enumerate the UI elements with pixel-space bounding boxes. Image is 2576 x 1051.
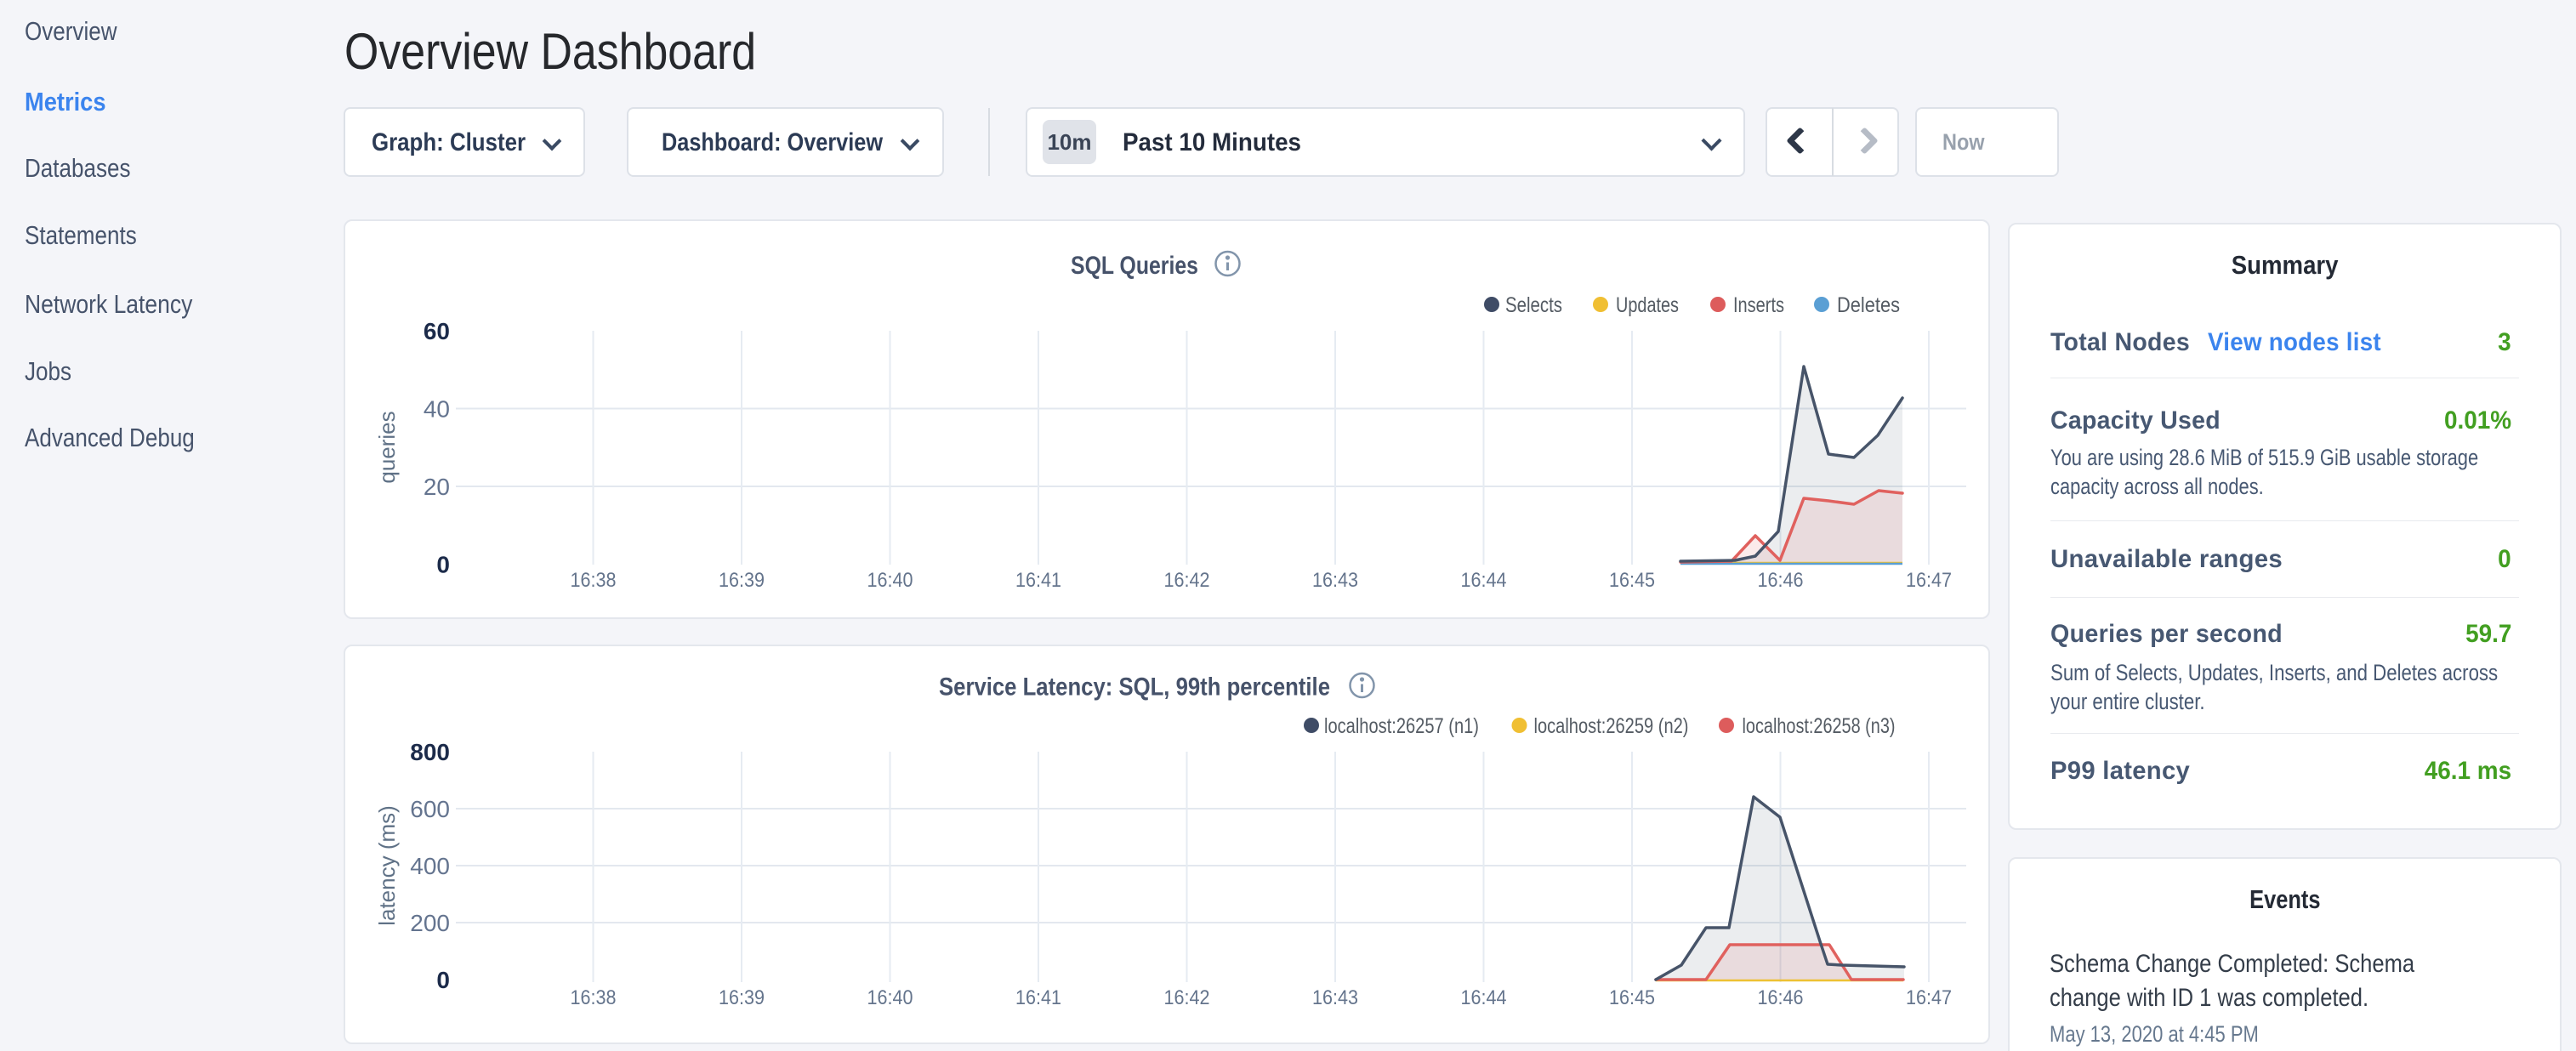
svg-text:16:44: 16:44	[1461, 986, 1507, 1009]
svg-text:Inserts: Inserts	[1733, 293, 1784, 317]
svg-text:600: 600	[410, 796, 450, 822]
svg-text:queries: queries	[374, 411, 400, 483]
svg-text:localhost:26257 (n1): localhost:26257 (n1)	[1324, 714, 1479, 738]
svg-text:16:39: 16:39	[719, 569, 765, 592]
svg-text:0: 0	[436, 967, 450, 993]
svg-text:16:45: 16:45	[1609, 569, 1655, 592]
svg-text:16:41: 16:41	[1015, 569, 1061, 592]
svg-text:60: 60	[424, 318, 450, 344]
svg-text:16:42: 16:42	[1164, 986, 1210, 1009]
svg-text:16:47: 16:47	[1906, 986, 1952, 1009]
svg-text:16:45: 16:45	[1609, 986, 1655, 1009]
svg-text:16:44: 16:44	[1461, 569, 1507, 592]
svg-text:Deletes: Deletes	[1837, 293, 1900, 317]
svg-text:0: 0	[436, 552, 450, 578]
svg-text:16:40: 16:40	[867, 986, 913, 1009]
svg-text:40: 40	[424, 396, 450, 423]
svg-text:16:43: 16:43	[1312, 986, 1358, 1009]
svg-text:16:38: 16:38	[571, 986, 617, 1009]
svg-text:SQL Queries: SQL Queries	[1071, 252, 1198, 280]
svg-text:400: 400	[410, 853, 450, 879]
svg-text:16:47: 16:47	[1906, 569, 1952, 592]
svg-text:Service Latency: SQL, 99th per: Service Latency: SQL, 99th percentile	[939, 673, 1330, 702]
svg-text:Updates: Updates	[1616, 293, 1679, 317]
svg-text:800: 800	[410, 739, 450, 765]
svg-text:16:46: 16:46	[1758, 986, 1804, 1009]
svg-text:16:41: 16:41	[1015, 986, 1061, 1009]
svg-text:localhost:26259 (n2): localhost:26259 (n2)	[1534, 714, 1689, 738]
svg-text:16:46: 16:46	[1758, 569, 1804, 592]
svg-text:16:42: 16:42	[1164, 569, 1210, 592]
svg-text:Selects: Selects	[1505, 293, 1562, 317]
svg-text:16:43: 16:43	[1312, 569, 1358, 592]
svg-text:16:38: 16:38	[571, 569, 617, 592]
svg-text:latency (ms): latency (ms)	[374, 805, 400, 926]
svg-text:200: 200	[410, 910, 450, 936]
svg-text:localhost:26258 (n3): localhost:26258 (n3)	[1743, 714, 1896, 738]
svg-text:16:39: 16:39	[719, 986, 765, 1009]
svg-text:20: 20	[424, 474, 450, 500]
svg-text:16:40: 16:40	[867, 569, 913, 592]
